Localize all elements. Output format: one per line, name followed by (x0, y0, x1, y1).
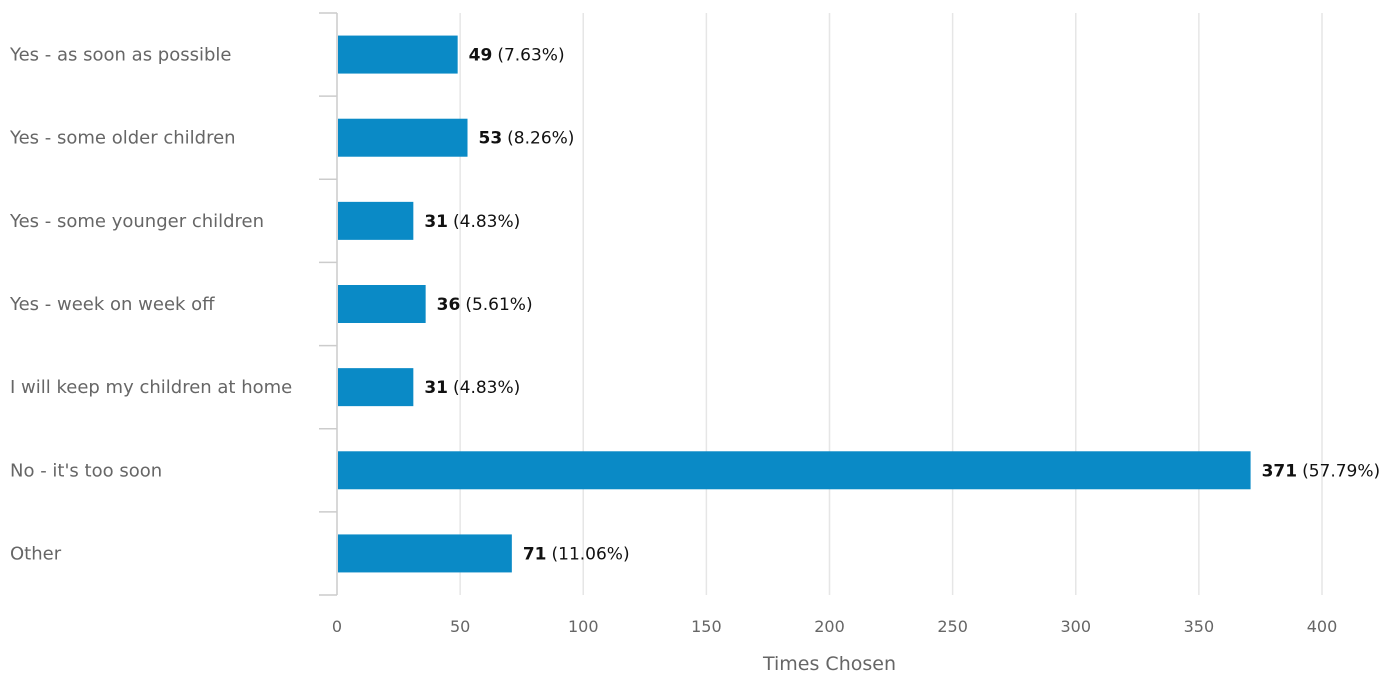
data-label: 53 (8.26%) (479, 129, 575, 149)
x-tick-label: 50 (450, 617, 470, 636)
bar (338, 451, 1251, 490)
x-tick-label: 150 (691, 617, 722, 636)
data-label-percent: (5.61%) (465, 295, 532, 315)
data-label-percent: (7.63%) (497, 46, 564, 66)
category-label: Other (10, 543, 62, 564)
data-labels: 49 (7.63%)53 (8.26%)31 (4.83%)36 (5.61%)31 (4… (424, 46, 1380, 565)
data-label-count: 71 (523, 544, 547, 564)
x-tick-label: 400 (1307, 617, 1338, 636)
data-label-percent: (11.06%) (552, 544, 630, 564)
category-label: No - it's too soon (10, 460, 162, 481)
data-label-count: 371 (1262, 461, 1298, 481)
category-label: Yes - as soon as possible (9, 45, 231, 66)
data-label: 31 (4.83%) (424, 378, 520, 398)
data-label-count: 31 (424, 212, 448, 232)
x-tick-label: 300 (1060, 617, 1091, 636)
category-label: Yes - week on week off (9, 294, 215, 315)
data-label: 36 (5.61%) (437, 295, 533, 315)
bar (338, 201, 414, 240)
data-label-percent: (4.83%) (453, 212, 520, 232)
grid-lines (459, 13, 1323, 595)
data-label-count: 53 (479, 129, 503, 149)
data-label: 371 (57.79%) (1262, 461, 1381, 481)
data-label: 49 (7.63%) (469, 46, 565, 66)
category-label: Yes - some older children (9, 128, 236, 149)
x-axis-title: Times Chosen (762, 653, 896, 675)
bar (338, 285, 426, 323)
data-label-count: 36 (437, 295, 461, 315)
data-label-percent: (57.79%) (1302, 461, 1380, 481)
data-label-count: 31 (424, 378, 448, 398)
bar (338, 118, 468, 157)
category-label: Yes - some younger children (9, 211, 264, 232)
category-label: I will keep my children at home (10, 377, 292, 398)
x-tick-label: 0 (332, 617, 342, 636)
x-tick-label: 200 (814, 617, 845, 636)
x-tick-label: 100 (568, 617, 599, 636)
data-label-percent: (4.83%) (453, 378, 520, 398)
x-tick-label: 350 (1184, 617, 1215, 636)
data-label: 71 (11.06%) (523, 544, 630, 564)
x-tick-labels: 0 50 100 150 200 250 300 350 400 (332, 617, 1337, 636)
data-label-count: 49 (469, 46, 493, 66)
bar (338, 534, 512, 573)
x-tick-label: 250 (937, 617, 968, 636)
data-label: 31 (4.83%) (424, 212, 520, 232)
data-label-percent: (8.26%) (507, 129, 574, 149)
bar (338, 368, 414, 407)
category-labels: Yes - as soon as possible Yes - some olde… (9, 45, 292, 565)
bar (338, 35, 458, 74)
y-axis (319, 12, 338, 596)
bars (338, 35, 1251, 573)
